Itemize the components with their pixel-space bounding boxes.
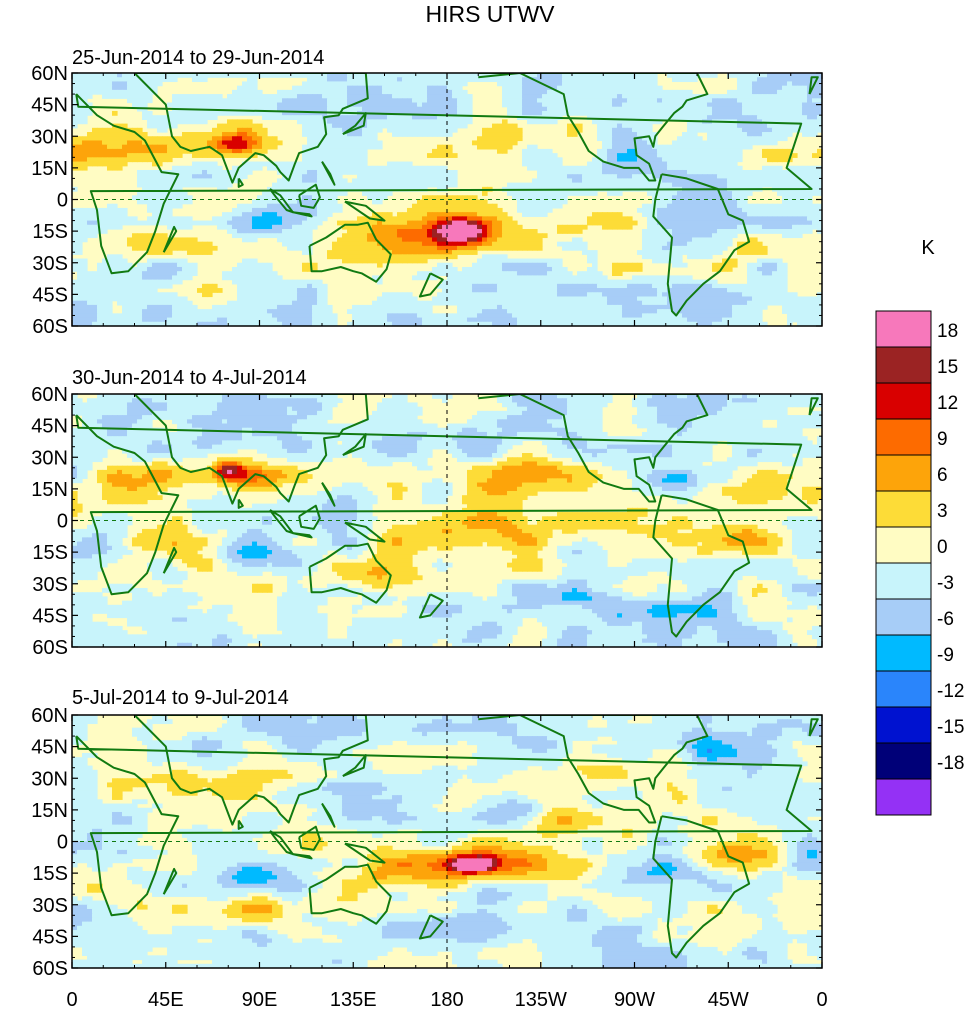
y-tick-label: 60N	[31, 63, 68, 85]
colorbar-swatch	[875, 562, 932, 600]
x-tick-label: 45E	[148, 989, 184, 1011]
colorbar-swatch	[875, 670, 932, 708]
colorbar-level-label: 6	[937, 465, 948, 486]
y-tick-label: 60S	[32, 958, 68, 980]
colorbar-swatch	[875, 706, 932, 744]
y-tick-label: 15S	[32, 863, 68, 885]
colorbar-swatch	[875, 526, 932, 564]
x-tick-label: 135W	[515, 989, 567, 1011]
colorbar-level-label: -6	[937, 609, 954, 630]
y-tick-label: 0	[57, 511, 68, 533]
coastlines	[75, 715, 819, 959]
y-tick-label: 15S	[32, 542, 68, 564]
x-tick-label: 0	[66, 989, 77, 1011]
y-tick-label: 15S	[32, 221, 68, 243]
x-tick-label: 0	[816, 989, 827, 1011]
colorbar-swatch	[875, 418, 932, 456]
y-tick-label: 45S	[32, 284, 68, 306]
x-tick-label: 90E	[242, 989, 278, 1011]
colorbar-swatch	[875, 382, 932, 420]
colorbar-level-label: -15	[937, 717, 964, 738]
chart-title: HIRS UTWV	[425, 1, 555, 27]
y-tick-label: 30S	[32, 895, 68, 917]
colorbar-unit-label: K	[921, 237, 935, 259]
x-axis-labels: 0 45E 90E 135E 180 135W 90W 45W 0	[66, 989, 827, 1011]
panel-subtitle: 25-Jun-2014 to 29-Jun-2014	[72, 47, 324, 69]
y-tick-label: 15N	[31, 800, 68, 822]
panel-1: 25-Jun-2014 to 29-Jun-2014 60N 45N 30N 15N 0…	[31, 47, 823, 338]
colorbar-level-label: 3	[937, 501, 948, 522]
colorbar-level-label: 0	[937, 537, 948, 558]
x-tick-label: 90W	[614, 989, 655, 1011]
x-tick-label: 135E	[330, 989, 377, 1011]
colorbar-level-label: -18	[937, 753, 964, 774]
coastlines	[75, 73, 819, 317]
colorbar: 18 15 12 9 6 3 0 -3 -6 -9 -12 -15 -18	[875, 310, 964, 816]
colorbar-swatch	[875, 454, 932, 492]
y-tick-label: 60S	[32, 316, 68, 338]
coastlines	[75, 394, 819, 638]
y-tick-label: 45N	[31, 95, 68, 117]
x-tick-label: 45W	[708, 989, 749, 1011]
colorbar-level-label: 15	[937, 357, 958, 378]
colorbar-swatch	[875, 310, 932, 348]
colorbar-level-label: 12	[937, 393, 958, 414]
y-tick-label: 15N	[31, 479, 68, 501]
y-tick-label: 15N	[31, 158, 68, 180]
colorbar-swatch	[875, 598, 932, 636]
y-tick-label: 30S	[32, 574, 68, 596]
panel-2: 30-Jun-2014 to 4-Jul-2014 60N 45N 30N 15N 0 1…	[31, 367, 823, 659]
colorbar-level-label: -9	[937, 645, 954, 666]
y-tick-label: 45S	[32, 605, 68, 627]
y-tick-label: 45S	[32, 926, 68, 948]
y-tick-label: 60S	[32, 637, 68, 659]
y-tick-label: 0	[57, 190, 68, 212]
colorbar-swatch	[875, 346, 932, 384]
panel-subtitle: 30-Jun-2014 to 4-Jul-2014	[72, 367, 307, 389]
colorbar-level-label: 9	[937, 429, 948, 450]
y-tick-label: 30N	[31, 447, 68, 469]
y-tick-label: 30S	[32, 253, 68, 275]
y-tick-label: 30N	[31, 768, 68, 790]
y-tick-label: 45N	[31, 416, 68, 438]
colorbar-level-label: -3	[937, 573, 954, 594]
colorbar-level-label: 18	[937, 321, 958, 342]
y-tick-label: 45N	[31, 737, 68, 759]
panel-3: 5-Jul-2014 to 9-Jul-2014 60N 45N 30N 15N 0 15…	[31, 687, 823, 980]
y-tick-label: 0	[57, 832, 68, 854]
colorbar-swatch	[875, 778, 932, 816]
colorbar-swatch	[875, 490, 932, 528]
x-tick-label: 180	[430, 989, 463, 1011]
y-tick-label: 60N	[31, 705, 68, 727]
colorbar-swatch	[875, 634, 932, 672]
colorbar-level-label: -12	[937, 681, 964, 702]
y-tick-label: 60N	[31, 384, 68, 406]
panel-subtitle: 5-Jul-2014 to 9-Jul-2014	[72, 687, 289, 709]
colorbar-swatch	[875, 742, 932, 780]
y-tick-label: 30N	[31, 126, 68, 148]
